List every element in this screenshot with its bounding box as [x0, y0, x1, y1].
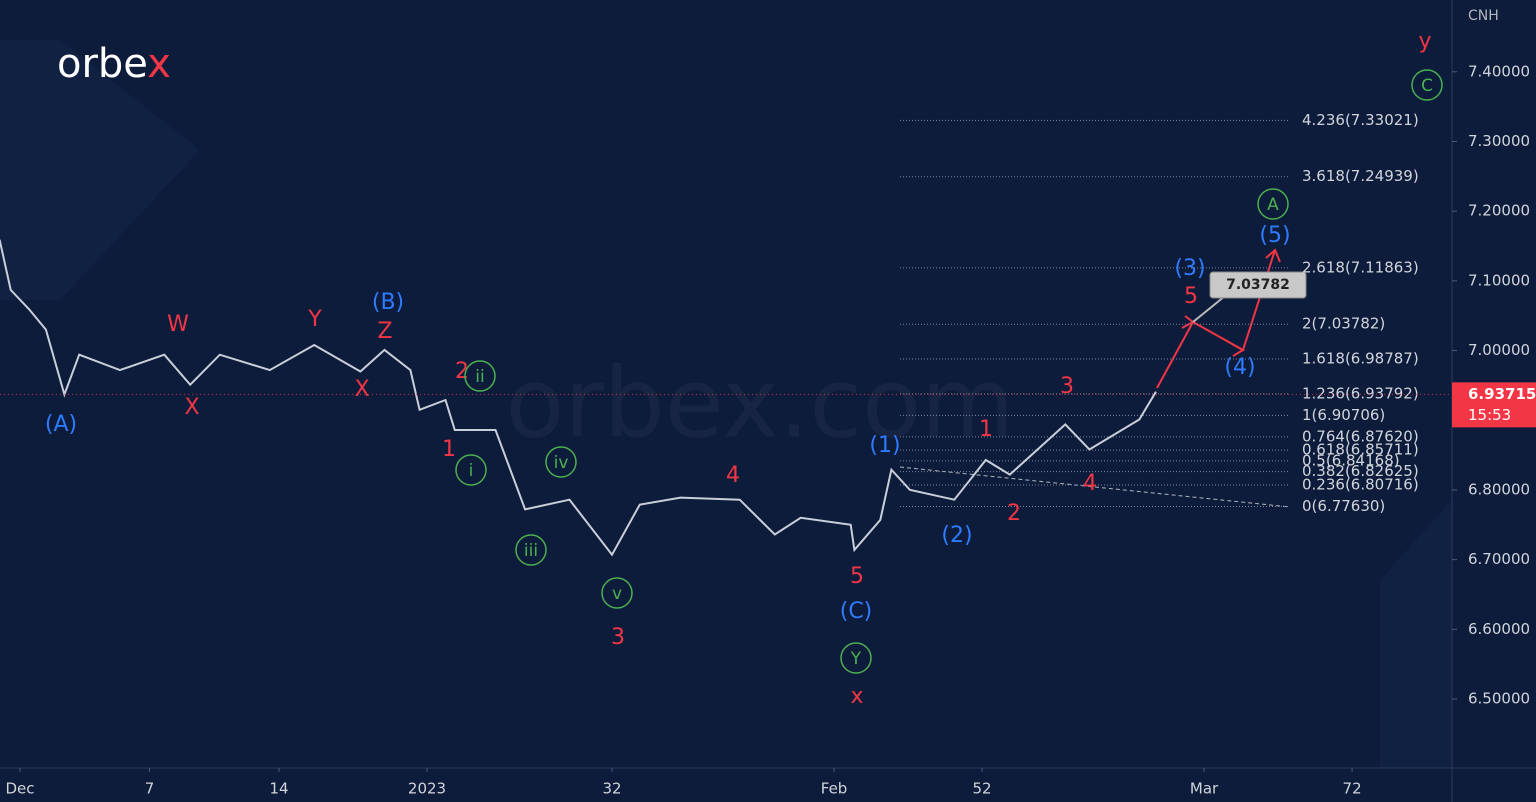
x-tick-label: Feb — [821, 780, 848, 798]
fib-label: 3.618(7.24939) — [1302, 167, 1419, 185]
wave-label: (3) — [1174, 256, 1205, 281]
price-line — [0, 239, 1157, 557]
wave-label: x — [850, 684, 863, 709]
watermark: orbex.com — [506, 347, 1015, 459]
fib-label: 1.236(6.93792) — [1302, 384, 1419, 402]
decor — [1380, 500, 1452, 768]
wave-label: (A) — [45, 412, 77, 437]
wave-label: 3 — [1060, 374, 1074, 399]
wave-label: 1 — [979, 417, 993, 442]
wave-label: 2 — [455, 359, 469, 384]
y-tick-label: 7.20000 — [1468, 202, 1530, 220]
wave-label: (5) — [1259, 223, 1290, 248]
projection-path — [1156, 249, 1276, 389]
wave-circle — [840, 642, 872, 674]
callout-pointer — [1192, 295, 1226, 323]
wave-label: C — [1421, 76, 1433, 96]
trend-line — [899, 466, 1291, 508]
fib-label: 2(7.03782) — [1302, 315, 1385, 333]
x-tick-label: 52 — [973, 780, 992, 798]
y-tick-label: 6.80000 — [1468, 480, 1530, 498]
wave-label: Y — [307, 307, 322, 332]
wave-label: 2 — [1007, 501, 1021, 526]
wave-label: X — [184, 395, 199, 420]
last-price-tag — [1452, 382, 1536, 428]
wave-label: 1 — [442, 437, 456, 462]
wave-circle — [601, 577, 633, 609]
wave-label: i — [469, 461, 474, 481]
logo-text: orbe — [57, 41, 147, 87]
decor — [0, 40, 200, 300]
wave-label: iv — [554, 453, 569, 473]
wave-label: 3 — [611, 625, 625, 650]
fib-label: 0.618(6.85711) — [1302, 441, 1419, 459]
y-tick-label: 7.10000 — [1468, 271, 1530, 289]
wave-label: 5 — [1184, 284, 1198, 309]
countdown: 15:53 — [1468, 406, 1511, 424]
wave-label: (C) — [840, 599, 873, 624]
fib-label: 0.382(6.82625) — [1302, 462, 1419, 480]
wave-label: y — [1418, 29, 1431, 54]
last-price-label: 6.93715 — [1468, 385, 1536, 403]
x-tick-label: 72 — [1343, 780, 1362, 798]
fib-label: 1(6.90706) — [1302, 406, 1385, 424]
y-tick-label: 6.70000 — [1468, 550, 1530, 568]
x-tick-label: 14 — [269, 780, 288, 798]
wave-label: (1) — [869, 433, 900, 458]
x-tick-label: 2023 — [408, 780, 446, 798]
wave-label: A — [1267, 195, 1279, 215]
y-tick-label: 7.40000 — [1468, 62, 1530, 80]
wave-circle — [545, 446, 577, 478]
wave-circle — [1257, 188, 1289, 220]
wave-label: 4 — [726, 463, 740, 488]
wave-label: iii — [524, 541, 538, 561]
fib-label: 0(6.77630) — [1302, 497, 1385, 515]
wave-label: 4 — [1083, 471, 1097, 496]
wave-label: ii — [475, 367, 484, 387]
wave-label: v — [612, 584, 622, 604]
callout-box — [1209, 271, 1307, 299]
wave-circle — [455, 454, 487, 486]
wave-circle — [515, 534, 547, 566]
callout-text: 7.03782 — [1226, 277, 1290, 293]
wave-circle — [1411, 69, 1443, 101]
logo-accent: x — [147, 41, 171, 87]
wave-label: (2) — [941, 523, 972, 548]
wave-label: Z — [377, 319, 392, 344]
wave-label: Y — [850, 649, 862, 669]
logo: orbex — [57, 41, 171, 87]
wave-circle — [464, 360, 496, 392]
fib-label: 0.236(6.80716) — [1302, 475, 1419, 493]
fib-label: 2.618(7.11863) — [1302, 258, 1419, 276]
y-tick-label: 7.30000 — [1468, 132, 1530, 150]
wave-label: (4) — [1224, 355, 1255, 380]
x-tick-label: Mar — [1190, 780, 1219, 798]
fib-label: 1.618(6.98787) — [1302, 350, 1419, 368]
unit-label: CNH — [1468, 8, 1499, 24]
x-tick-label: 7 — [145, 780, 155, 798]
fib-label: 4.236(7.33021) — [1302, 111, 1419, 129]
wave-label: (B) — [372, 290, 404, 315]
wave-label: 5 — [850, 564, 864, 589]
y-tick-label: 7.00000 — [1468, 341, 1530, 359]
y-tick-label: 6.50000 — [1468, 690, 1530, 708]
y-tick-label: 6.60000 — [1468, 620, 1530, 638]
fib-label: 0.764(6.87620) — [1302, 427, 1419, 445]
fib-label: 0.5(6.84168) — [1302, 451, 1400, 469]
x-tick-label: 32 — [602, 780, 621, 798]
x-tick-label: Dec — [5, 780, 34, 798]
wave-label: X — [354, 377, 369, 402]
wave-label: W — [167, 312, 189, 337]
